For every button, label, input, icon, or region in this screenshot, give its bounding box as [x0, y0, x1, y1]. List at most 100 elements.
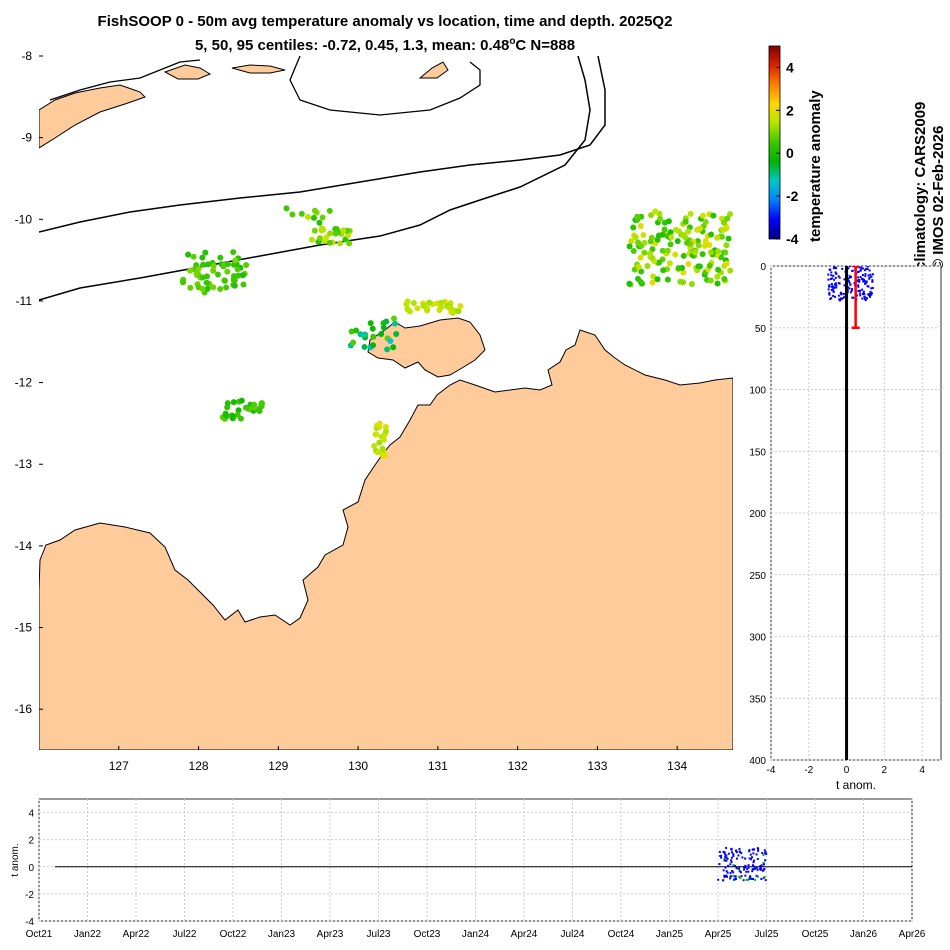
- ts-data-point: [750, 858, 753, 861]
- ts-data-point: [733, 864, 736, 867]
- profile-data-point: [857, 270, 860, 273]
- map-data-point: [336, 240, 343, 247]
- map-data-point: [193, 270, 200, 277]
- profile-data-point: [868, 276, 871, 279]
- map-data-point: [404, 306, 411, 313]
- map-data-point: [384, 346, 391, 353]
- ts-data-point: [744, 857, 747, 860]
- map-panel: -8 -9 -10 -11 -12 -13 -14 -15 -16 127 128 129 130 13…: [15, 49, 733, 773]
- ts-data-point: [740, 852, 743, 855]
- map-y-tick-label: -16: [15, 702, 33, 716]
- ts-data-point: [763, 867, 766, 870]
- map-data-point: [638, 268, 645, 275]
- map-data-point: [721, 275, 728, 282]
- island-small-2: [231, 64, 286, 74]
- map-y-tick-label: -14: [15, 539, 33, 553]
- map-data-point: [675, 228, 682, 235]
- map-data-point: [224, 261, 231, 268]
- map-data-point: [234, 266, 241, 273]
- map-data-point: [674, 238, 681, 245]
- profile-data-point: [861, 274, 864, 277]
- map-data-point: [626, 280, 633, 287]
- ts-data-point: [752, 848, 755, 851]
- profile-data-point: [838, 299, 841, 302]
- ts-data-point: [726, 871, 729, 874]
- profile-data-point: [843, 278, 846, 281]
- profile-data-point: [827, 285, 830, 288]
- colorbar-tick-label: -4: [786, 231, 799, 247]
- ts-data-point: [732, 854, 735, 857]
- map-y-tick-label: -11: [16, 294, 33, 308]
- profile-data-point: [847, 267, 850, 270]
- ts-data-point: [741, 856, 744, 859]
- profile-data-point: [866, 297, 869, 300]
- map-data-point: [243, 262, 250, 269]
- map-data-point: [332, 230, 339, 237]
- map-data-point: [234, 411, 241, 418]
- profile-data-point: [859, 269, 862, 272]
- ts-data-point: [729, 863, 732, 866]
- map-data-point: [637, 222, 644, 229]
- profile-data-point: [857, 289, 860, 292]
- ts-data-point: [730, 861, 733, 864]
- ts-data-point: [744, 874, 747, 877]
- profile-data-point: [837, 275, 840, 278]
- bathymetry-contour-3: [289, 56, 481, 116]
- map-x-tick-label: 130: [348, 759, 368, 773]
- map-data-point: [680, 252, 687, 259]
- map-data-point: [659, 247, 666, 254]
- profile-data-point: [858, 266, 861, 269]
- profile-data-point: [827, 288, 830, 291]
- ts-ylabel: t anom.: [10, 843, 21, 876]
- map-data-point: [707, 249, 714, 256]
- map-data-point: [190, 253, 197, 260]
- map-data-point: [230, 276, 237, 283]
- profile-data-point: [869, 291, 872, 294]
- ts-data-point: [732, 871, 735, 874]
- map-data-point: [200, 261, 207, 268]
- profile-x-axis: -4 -2 0 2 4: [767, 765, 926, 776]
- ts-data-point: [723, 875, 726, 878]
- ts-data-point: [724, 853, 727, 856]
- map-data-point: [710, 212, 717, 219]
- map-data-point: [630, 247, 637, 254]
- map-data-point: [655, 259, 662, 266]
- map-data-point: [457, 303, 464, 310]
- profile-data-point: [870, 275, 873, 278]
- ts-data-point: [756, 875, 759, 878]
- colorbar-ticks: 4 2 0 -2 -4: [776, 59, 799, 247]
- ts-data-point: [730, 875, 733, 878]
- map-data-point: [644, 262, 651, 269]
- island-small-1: [163, 64, 212, 80]
- profile-data-point: [830, 283, 833, 286]
- profile-data-point: [858, 280, 861, 283]
- map-data-point: [648, 212, 655, 219]
- map-data-point: [298, 210, 305, 217]
- ts-x-tick-label: Apr23: [317, 929, 344, 940]
- profile-data-point: [864, 282, 867, 285]
- map-data-point: [715, 266, 722, 273]
- ts-data-point: [752, 861, 755, 864]
- profile-x-tick-label: 0: [844, 765, 850, 776]
- map-data-point: [634, 213, 641, 220]
- map-data-point: [240, 281, 247, 288]
- map-data-point: [210, 263, 217, 270]
- map-x-tick-label: 132: [508, 759, 528, 773]
- map-y-tick-label: -8: [21, 49, 32, 63]
- profile-data-point: [863, 298, 866, 301]
- map-data-point: [316, 235, 323, 242]
- map-data-point: [361, 331, 368, 338]
- ts-data-point: [753, 865, 756, 868]
- ts-x-tick-label: Jul24: [561, 929, 585, 940]
- profile-data-point: [848, 287, 851, 290]
- profile-data-point: [828, 268, 831, 271]
- ts-data-point: [725, 874, 728, 877]
- map-data-point: [187, 267, 194, 274]
- ts-y-tick-label: 4: [28, 809, 34, 820]
- map-data-point: [448, 308, 455, 315]
- ts-data-point: [748, 857, 751, 860]
- bathymetry-contour-4: [49, 59, 201, 101]
- profile-mean-bar: [851, 266, 860, 329]
- colorbar-tick-label: 0: [786, 145, 794, 161]
- profile-data-point: [850, 289, 853, 292]
